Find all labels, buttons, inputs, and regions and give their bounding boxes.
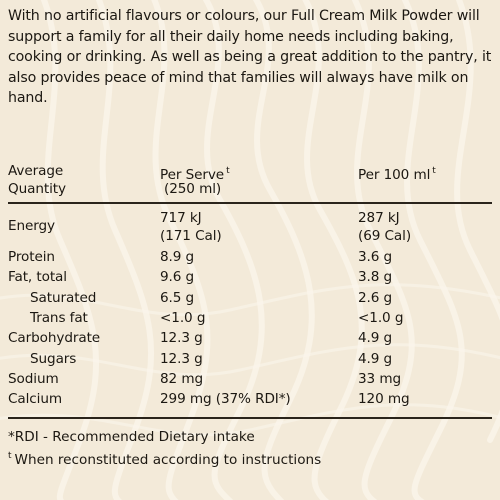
saturated-per100: 2.6 g (358, 290, 393, 306)
header-per-100ml-label: Per 100 ml (358, 167, 431, 183)
carbohydrate-per100: 4.9 g (358, 330, 393, 346)
row-label-sodium: Sodium (8, 371, 59, 387)
header-per-serve: Per Serve t (160, 162, 230, 184)
energy-per100-kj: 287 kJ (358, 210, 400, 226)
carbohydrate-serve: 12.3 g (160, 330, 203, 346)
calcium-per100: 120 mg (358, 391, 410, 407)
row-label-calcium: Calcium (8, 391, 63, 407)
header-per-serve-marker: t (226, 166, 230, 176)
footnote-reconstituted-marker: t (8, 451, 12, 461)
row-label-fat-total: Fat, total (8, 269, 67, 285)
row-label-trans-fat: Trans fat (30, 310, 88, 326)
header-per-100ml-marker: t (432, 166, 436, 176)
intro-paragraph: With no artificial flavours or colours, … (8, 8, 492, 106)
table-bottom-divider (8, 417, 492, 419)
protein-serve: 8.9 g (160, 249, 195, 265)
row-label-saturated: Saturated (30, 290, 97, 306)
protein-per100: 3.6 g (358, 249, 393, 265)
fat-total-per100: 3.8 g (358, 269, 393, 285)
header-divider (8, 202, 492, 204)
row-label-energy: Energy (8, 218, 55, 234)
footnote-reconstituted: t When reconstituted according to instruc… (8, 447, 321, 469)
sodium-per100: 33 mg (358, 371, 401, 387)
footnote-reconstituted-text: When reconstituted according to instruct… (14, 452, 322, 468)
row-label-carbohydrate: Carbohydrate (8, 330, 101, 346)
energy-per100-cal: (69 Cal) (358, 228, 412, 244)
header-serve-size: (250 ml) (164, 181, 222, 197)
header-per-serve-label: Per Serve (160, 167, 225, 183)
sugars-per100: 4.9 g (358, 351, 393, 367)
energy-serve-cal: (171 Cal) (160, 228, 222, 244)
header-average: Average (8, 163, 64, 179)
row-label-protein: Protein (8, 249, 55, 265)
trans-fat-serve: <1.0 g (160, 310, 206, 326)
footnote-rdi: *RDI - Recommended Dietary intake (8, 429, 255, 445)
calcium-serve: 299 mg (37% RDI*) (160, 391, 291, 407)
sodium-serve: 82 mg (160, 371, 203, 387)
saturated-serve: 6.5 g (160, 290, 195, 306)
header-per-100ml: Per 100 ml t (358, 162, 436, 184)
sugars-serve: 12.3 g (160, 351, 203, 367)
energy-serve-kj: 717 kJ (160, 210, 202, 226)
fat-total-serve: 9.6 g (160, 269, 195, 285)
row-label-sugars: Sugars (30, 351, 77, 367)
trans-fat-per100: <1.0 g (358, 310, 404, 326)
header-quantity: Quantity (8, 181, 66, 197)
